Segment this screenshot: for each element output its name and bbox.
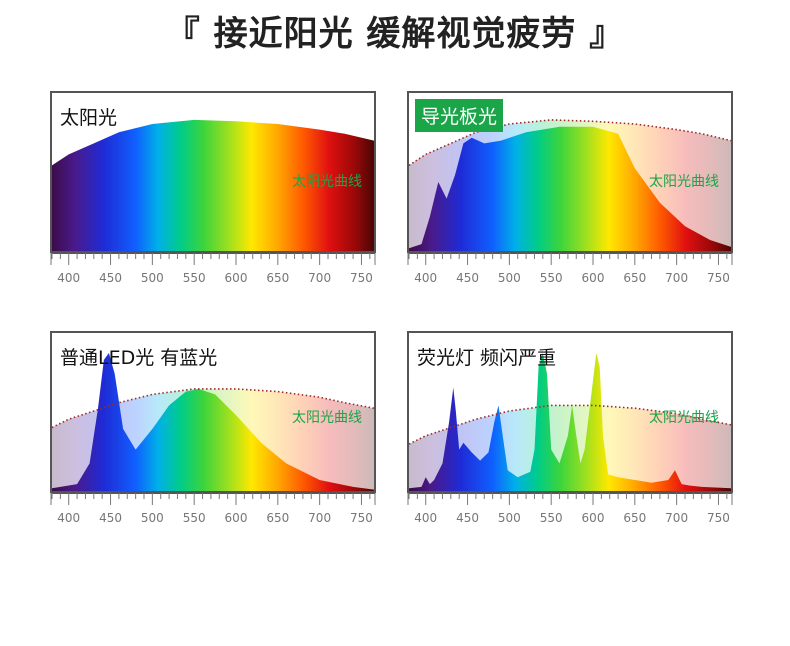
sun-curve-label: 太阳光曲线 xyxy=(649,410,719,426)
series-area xyxy=(409,126,731,251)
x-tick-label: 650 xyxy=(266,511,289,525)
sun-curve-label: 太阳光曲线 xyxy=(649,174,719,190)
x-tick-label: 700 xyxy=(665,271,688,285)
x-tick-label: 550 xyxy=(183,511,206,525)
x-tick-label: 550 xyxy=(540,271,563,285)
x-tick-label: 500 xyxy=(141,511,164,525)
series-area xyxy=(52,119,374,251)
x-tick-label: 500 xyxy=(498,511,521,525)
x-tick-label: 700 xyxy=(665,511,688,525)
x-tick-label: 700 xyxy=(308,511,331,525)
sun-curve-label: 太阳光曲线 xyxy=(292,174,362,190)
panel-led: 普通LED光 有蓝光 太阳光曲线 400 450 500 550 600 650 700 75… xyxy=(50,331,376,541)
x-tick-label: 600 xyxy=(582,271,605,285)
x-tick-label: 400 xyxy=(414,511,437,525)
x-tick-label: 750 xyxy=(350,511,373,525)
page-title: 『 接近阳光 缓解视觉疲劳 』 xyxy=(165,14,625,54)
x-tick-label: 550 xyxy=(540,511,563,525)
chart-title: 太阳光 xyxy=(60,107,118,129)
x-tick-label: 600 xyxy=(582,511,605,525)
x-tick-label: 550 xyxy=(183,271,206,285)
x-tick-label: 400 xyxy=(57,271,80,285)
chart-frame: 导光板光 太阳光曲线 xyxy=(407,91,733,253)
x-tick-label: 450 xyxy=(456,511,479,525)
spectrum-plot xyxy=(52,353,374,491)
panel-fluorescent: 荧光灯 频闪严重 太阳光曲线 400 450 500 550 600 650 700 750 xyxy=(407,331,733,541)
x-tick-label: 400 xyxy=(57,511,80,525)
chart-frame: 普通LED光 有蓝光 太阳光曲线 xyxy=(50,331,376,493)
x-tick-label: 700 xyxy=(308,271,331,285)
panel-sunlight: 太阳光 太阳光曲线 400 450 500 550 600 650 700 750 xyxy=(50,91,376,301)
chart-title-badge: 导光板光 xyxy=(415,99,504,132)
x-tick-label: 750 xyxy=(707,511,730,525)
chart-frame: 荧光灯 频闪严重 太阳光曲线 xyxy=(407,331,733,493)
x-tick-label: 400 xyxy=(414,271,437,285)
x-tick-label: 450 xyxy=(99,271,122,285)
sun-curve-label: 太阳光曲线 xyxy=(292,410,362,426)
spectrum-plot xyxy=(52,119,374,251)
x-tick-label: 450 xyxy=(456,271,479,285)
x-axis: 400 450 500 550 600 650 700 750 xyxy=(407,492,733,525)
x-tick-label: 650 xyxy=(623,511,646,525)
chart-title: 普通LED光 有蓝光 xyxy=(60,347,218,369)
sun-reference-curve xyxy=(409,404,731,445)
x-tick-label: 450 xyxy=(99,511,122,525)
sun-reference-curve xyxy=(52,388,374,429)
series-area xyxy=(52,353,374,491)
x-tick-label: 650 xyxy=(623,271,646,285)
spectrum-plot xyxy=(409,353,731,491)
x-tick-label: 500 xyxy=(498,271,521,285)
spectrum-plot xyxy=(409,119,731,251)
x-tick-label: 750 xyxy=(350,271,373,285)
chart-frame: 太阳光 太阳光曲线 xyxy=(50,91,376,253)
x-tick-label: 600 xyxy=(225,511,248,525)
x-axis: 400 450 500 550 600 650 700 750 xyxy=(407,252,733,285)
panel-light-guide: 导光板光 太阳光曲线 400 450 500 550 600 650 700 750 xyxy=(407,91,733,301)
series-area xyxy=(409,353,731,491)
x-tick-label: 650 xyxy=(266,271,289,285)
x-axis: 400 450 500 550 600 650 700 750 xyxy=(50,492,376,525)
x-axis: 400 450 500 550 600 650 700 750 xyxy=(50,252,376,285)
chart-title: 荧光灯 频闪严重 xyxy=(417,347,557,369)
x-tick-label: 750 xyxy=(707,271,730,285)
x-tick-label: 500 xyxy=(141,271,164,285)
x-tick-label: 600 xyxy=(225,271,248,285)
